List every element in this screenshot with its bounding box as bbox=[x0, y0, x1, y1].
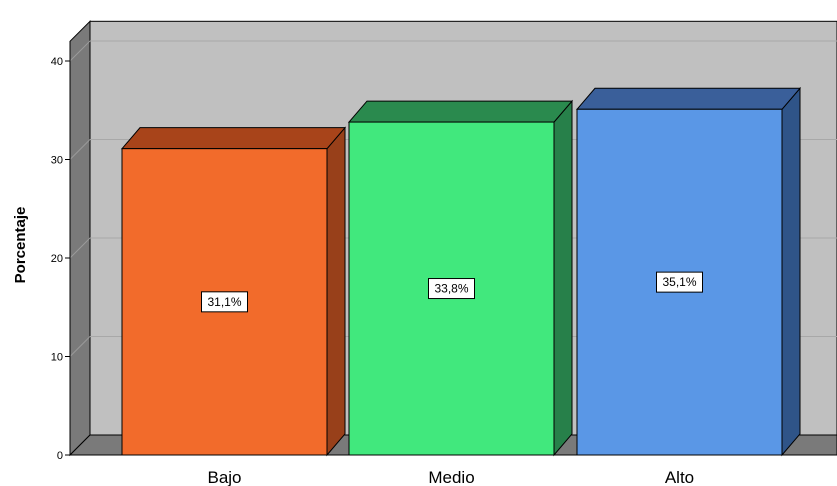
data-label-box bbox=[428, 278, 475, 300]
gridline bbox=[69, 139, 91, 160]
data-label-box bbox=[201, 291, 248, 313]
x-axis-labels: Bajo Medio Alto bbox=[207, 468, 694, 486]
bars: 31,1% 33,8% 35,1% bbox=[120, 86, 802, 457]
bar-alto: 35,1% bbox=[575, 86, 802, 457]
bar-side bbox=[326, 126, 346, 457]
side-wall bbox=[69, 20, 91, 457]
bar-top bbox=[575, 87, 802, 110]
bar-top bbox=[347, 100, 574, 123]
bar-bajo: 31,1% bbox=[120, 126, 347, 457]
data-label: 35,1% bbox=[662, 275, 696, 289]
y-axis-title: Porcentaje bbox=[12, 207, 29, 284]
gridline bbox=[69, 336, 91, 357]
y-tick-label: 10 bbox=[51, 352, 63, 364]
gridline bbox=[69, 40, 91, 62]
y-tick-label: 40 bbox=[51, 56, 63, 68]
y-tick-label: 0 bbox=[57, 450, 63, 462]
x-category-label: Alto bbox=[665, 468, 694, 486]
y-axis-ticks: 0 10 20 30 40 bbox=[51, 41, 71, 462]
bar-top bbox=[120, 127, 347, 150]
x-category-label: Medio bbox=[428, 468, 474, 486]
bar-side bbox=[781, 86, 801, 457]
x-category-label: Bajo bbox=[207, 468, 241, 486]
data-label: 31,1% bbox=[207, 295, 241, 309]
gridline bbox=[69, 237, 91, 259]
bar-medio: 33,8% bbox=[347, 99, 574, 457]
bar-side bbox=[553, 99, 573, 457]
data-label: 33,8% bbox=[434, 282, 468, 296]
y-tick-label: 30 bbox=[51, 155, 63, 167]
data-label-box bbox=[656, 271, 703, 293]
y-tick-label: 20 bbox=[51, 253, 63, 265]
